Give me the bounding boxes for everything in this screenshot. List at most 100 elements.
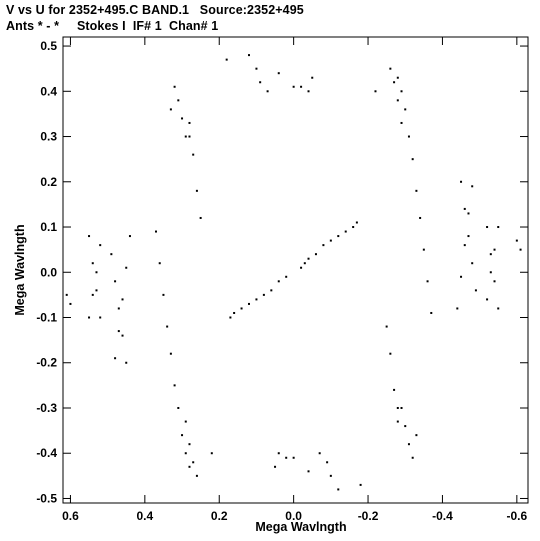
data-point (314, 253, 317, 256)
data-point (389, 67, 392, 70)
data-point (285, 456, 288, 459)
x-tick-label: -0.6 (506, 509, 527, 523)
data-point (422, 248, 425, 251)
data-point (344, 230, 347, 233)
data-point (121, 334, 124, 337)
data-point (188, 443, 191, 446)
data-point (262, 293, 265, 296)
data-point (169, 108, 172, 111)
data-point (337, 488, 340, 491)
data-point (248, 302, 250, 305)
data-point (277, 280, 280, 283)
data-point (463, 207, 466, 210)
data-point (270, 289, 273, 292)
data-point (184, 452, 187, 455)
y-tick-label: -0.3 (36, 401, 57, 415)
data-point (352, 226, 355, 229)
data-point (195, 189, 198, 192)
data-point (460, 180, 463, 183)
data-point (277, 452, 280, 455)
data-point (121, 298, 124, 301)
y-axis-title: Mega Wavlngth (13, 224, 27, 315)
data-point (415, 434, 418, 437)
data-point (311, 76, 314, 79)
data-point (181, 434, 184, 437)
data-point (173, 85, 176, 88)
data-point (400, 121, 403, 124)
data-point (393, 81, 396, 84)
data-point (229, 316, 232, 319)
data-point (184, 420, 187, 423)
data-point (337, 235, 340, 238)
data-point (474, 289, 477, 292)
x-axis-ticks: 0.6 0.4 0.2 0.0 -0.2 -0.4 -0.6 (62, 37, 528, 523)
data-point (162, 293, 165, 296)
y-tick-label: -0.1 (36, 311, 57, 325)
data-point (396, 406, 399, 409)
data-point (407, 135, 410, 138)
data-point (463, 244, 466, 247)
data-point (117, 330, 120, 333)
data-point (404, 425, 407, 428)
data-point (493, 248, 496, 251)
data-point (396, 76, 399, 79)
data-point (486, 226, 489, 229)
y-tick-label: 0.3 (40, 130, 57, 144)
data-point (467, 235, 470, 238)
data-point (225, 58, 228, 61)
data-point (396, 99, 399, 102)
data-point (385, 325, 388, 328)
data-point (188, 121, 191, 124)
data-point (497, 307, 500, 310)
data-point (255, 298, 258, 301)
data-point (210, 452, 213, 455)
data-point (285, 275, 288, 278)
data-point (95, 289, 98, 292)
data-point (497, 226, 500, 229)
data-point (117, 307, 120, 310)
data-point (374, 90, 377, 93)
data-point (91, 293, 94, 296)
data-point (114, 280, 117, 283)
data-point (456, 307, 459, 310)
data-point (303, 262, 306, 265)
data-point (277, 72, 280, 75)
data-point (110, 253, 113, 256)
data-point (426, 280, 429, 283)
x-tick-label: 0.4 (136, 509, 153, 523)
data-point (169, 352, 172, 355)
data-point (300, 266, 303, 269)
data-point (88, 235, 91, 238)
data-point (411, 456, 414, 459)
x-tick-label: 0.2 (211, 509, 228, 523)
data-point (300, 85, 303, 88)
y-axis-ticks: 0.5 0.4 0.3 0.2 0.1 0.0 -0.1 -0.2 -0.3 -0.4 -0.5 (36, 39, 528, 505)
y-tick-label: 0.5 (40, 39, 57, 53)
y-tick-label: -0.5 (36, 491, 57, 505)
data-point (199, 216, 202, 219)
data-point (266, 90, 269, 93)
data-point (195, 474, 198, 477)
data-point (430, 311, 433, 314)
data-point (274, 465, 277, 468)
y-tick-label: 0.2 (40, 175, 57, 189)
data-point (125, 266, 128, 269)
y-tick-label: 0.4 (40, 84, 57, 98)
x-tick-label: 0.0 (285, 509, 302, 523)
data-point (248, 54, 250, 57)
y-tick-label: -0.2 (36, 356, 57, 370)
data-point (184, 135, 187, 138)
chart-title: V vs U for 2352+495.C BAND.1 Source:2352… (6, 3, 304, 17)
data-point (292, 456, 295, 459)
data-point (125, 361, 128, 364)
data-point (155, 230, 157, 233)
data-point (240, 307, 243, 310)
data-point (91, 262, 94, 265)
data-point (65, 293, 68, 296)
data-point (99, 316, 102, 319)
data-point (411, 158, 414, 161)
data-point (88, 316, 91, 319)
data-point (166, 325, 169, 328)
x-tick-label: -0.4 (432, 509, 453, 523)
